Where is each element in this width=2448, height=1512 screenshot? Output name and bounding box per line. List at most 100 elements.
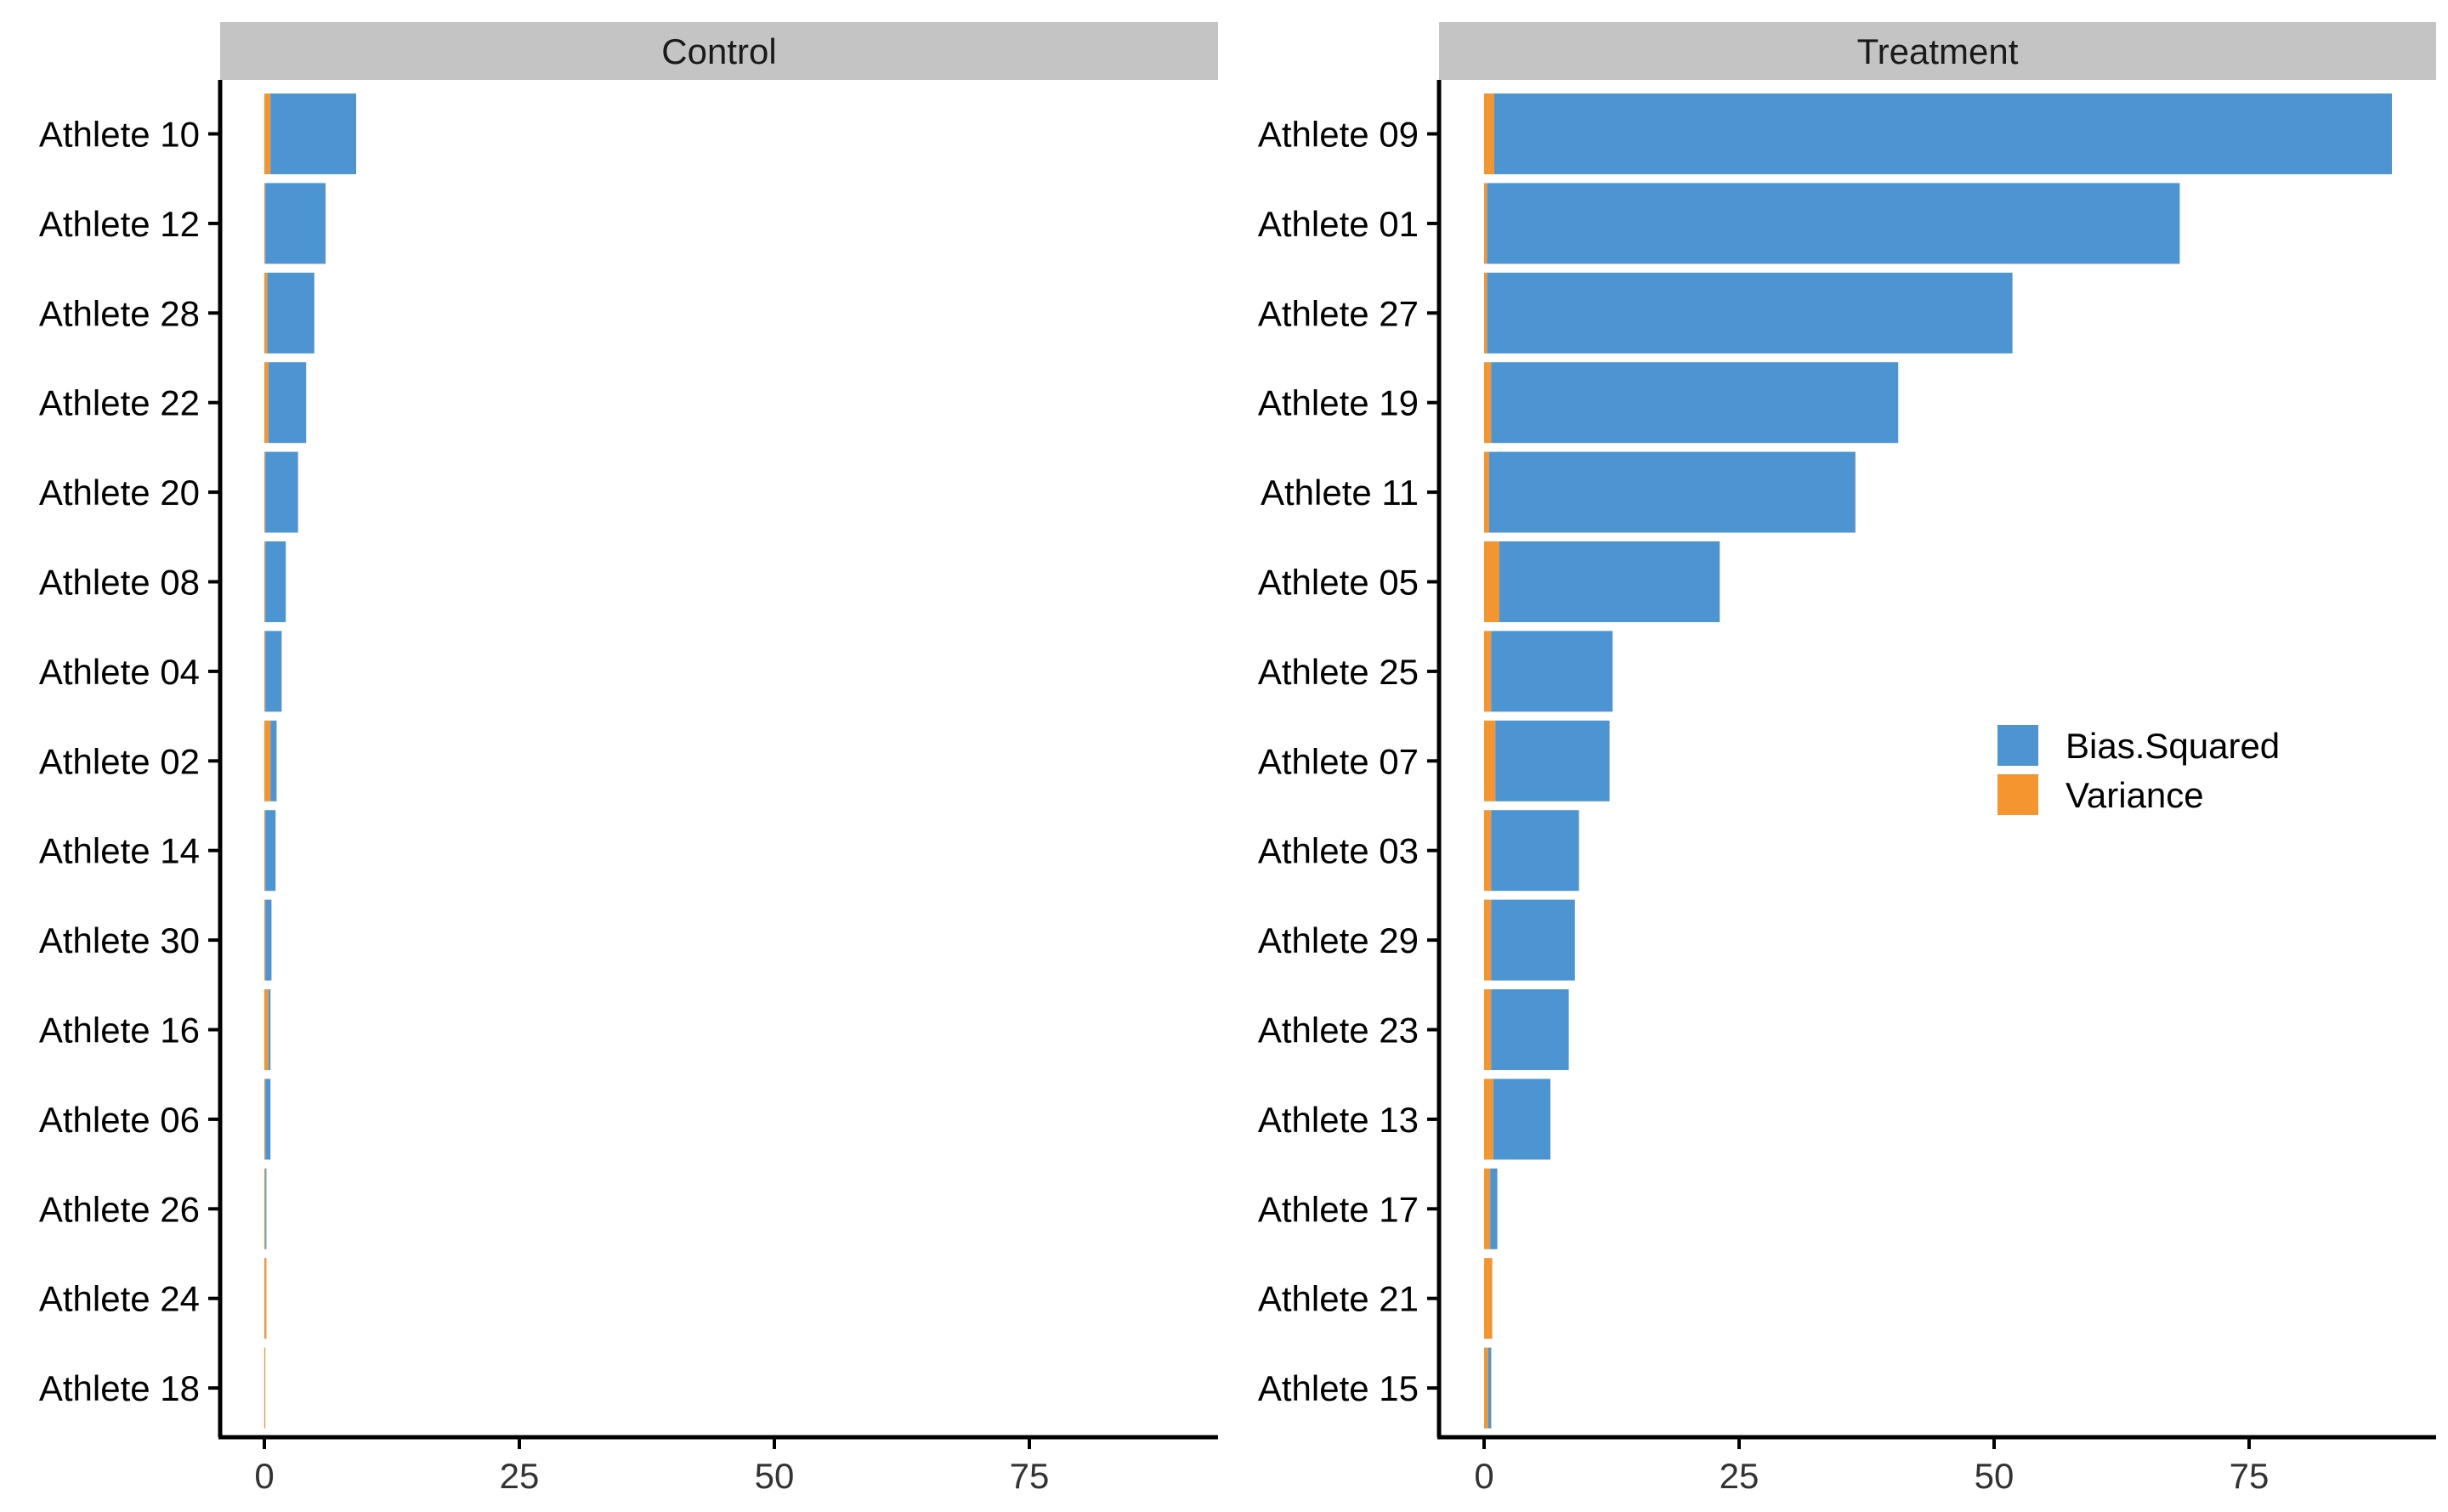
bar-variance xyxy=(1484,1347,1488,1429)
bar-bias-squared xyxy=(265,810,276,892)
y-tick-label: Athlete 06 xyxy=(39,1100,200,1140)
bar-variance xyxy=(264,1258,267,1339)
y-tick-label: Athlete 05 xyxy=(1258,563,1419,603)
x-tick-label: 75 xyxy=(1010,1456,1050,1496)
bar-bias-squared xyxy=(1487,272,2013,354)
panel-control: Control Athlete 10 Athlete 12 Athlete 28 Ath… xyxy=(39,22,1218,1496)
y-tick-label: Athlete 19 xyxy=(1258,383,1419,423)
bar-variance xyxy=(264,93,271,174)
bar-bias-squared xyxy=(1489,451,1856,533)
bar-variance xyxy=(264,541,266,622)
bar-bias-squared xyxy=(1491,810,1579,892)
bar-variance xyxy=(264,1347,266,1429)
bar-bias-squared xyxy=(1491,362,1899,444)
y-tick-label: Athlete 22 xyxy=(39,383,200,423)
panel-strip xyxy=(1439,22,2436,80)
bar-bias-squared xyxy=(265,1168,267,1249)
bar-variance xyxy=(1484,631,1492,712)
panel-strip xyxy=(220,22,1218,80)
x-tick-label: 50 xyxy=(1975,1456,2014,1496)
y-tick-label: Athlete 24 xyxy=(39,1279,200,1319)
bar-variance xyxy=(1484,1258,1493,1339)
bar-bias-squared xyxy=(265,899,272,981)
y-tick-label: Athlete 21 xyxy=(1258,1279,1419,1319)
y-tick-label: Athlete 16 xyxy=(39,1011,200,1050)
y-tick-label: Athlete 13 xyxy=(1258,1100,1419,1140)
x-tick-label: 0 xyxy=(1474,1456,1493,1496)
y-tick-label: Athlete 11 xyxy=(1261,473,1419,512)
y-tick-label: Athlete 10 xyxy=(39,115,200,155)
bar-variance xyxy=(1484,1079,1493,1160)
y-tick-label: Athlete 09 xyxy=(1258,115,1419,155)
bar-variance xyxy=(1484,1168,1491,1249)
legend-swatch-variance xyxy=(1998,774,2038,815)
bar-variance xyxy=(1484,183,1488,264)
bar-bias-squared xyxy=(268,989,271,1070)
bar-bias-squared xyxy=(1495,720,1610,801)
bar-bias-squared xyxy=(1499,541,1720,622)
bar-variance xyxy=(264,720,271,801)
panel-treatment: Treatment Athlete 09 Athlete 01 Athlete 27 A… xyxy=(1258,22,2436,1496)
y-tick-label: Athlete 25 xyxy=(1258,652,1419,692)
bar-bias-squared xyxy=(1491,899,1575,981)
y-tick-label: Athlete 14 xyxy=(39,831,200,871)
y-tick-label: Athlete 26 xyxy=(39,1189,200,1229)
legend-swatch-bias-squared xyxy=(1998,725,2038,766)
legend: Bias.Squared Variance xyxy=(1998,725,2280,815)
y-tick-label: Athlete 03 xyxy=(1258,831,1419,871)
bar-bias-squared xyxy=(268,362,307,444)
bar-bias-squared xyxy=(267,272,314,354)
bar-variance xyxy=(264,899,266,981)
y-tick-label: Athlete 18 xyxy=(39,1368,200,1408)
bar-variance xyxy=(1484,272,1488,354)
x-tick-label: 0 xyxy=(254,1456,274,1496)
bar-variance xyxy=(1484,989,1492,1070)
bar-bias-squared xyxy=(1491,989,1569,1070)
bar-variance xyxy=(1484,810,1492,892)
bar-bias-squared xyxy=(1490,1168,1498,1249)
bar-variance xyxy=(1484,720,1496,801)
panel-title: Treatment xyxy=(1857,31,2019,71)
y-tick-label: Athlete 30 xyxy=(39,920,200,960)
y-tick-label: Athlete 15 xyxy=(1258,1368,1419,1408)
bar-bias-squared xyxy=(265,541,286,622)
bar-bias-squared xyxy=(1491,631,1613,712)
bar-bias-squared xyxy=(270,93,356,174)
y-tick-label: Athlete 02 xyxy=(39,741,200,781)
bar-variance xyxy=(264,1079,266,1160)
y-tick-label: Athlete 29 xyxy=(1258,920,1419,960)
y-tick-label: Athlete 04 xyxy=(39,652,200,692)
bar-bias-squared xyxy=(270,720,277,801)
x-tick-label: 75 xyxy=(2230,1456,2270,1496)
x-tick-label: 50 xyxy=(755,1456,795,1496)
bar-variance xyxy=(264,272,268,354)
bar-variance xyxy=(264,451,266,533)
legend-label: Variance xyxy=(2066,775,2204,815)
y-tick-label: Athlete 20 xyxy=(39,473,200,512)
bar-variance xyxy=(264,810,266,892)
bar-variance xyxy=(264,631,266,712)
bar-bias-squared xyxy=(1487,183,2180,264)
y-tick-label: Athlete 08 xyxy=(39,563,200,603)
bar-bias-squared xyxy=(1493,1079,1550,1160)
bar-variance xyxy=(1484,451,1489,533)
y-tick-label: Athlete 01 xyxy=(1258,204,1419,244)
legend-label: Bias.Squared xyxy=(2066,726,2280,766)
y-tick-label: Athlete 28 xyxy=(39,293,200,333)
bar-variance xyxy=(1484,899,1492,981)
bar-variance xyxy=(264,183,266,264)
panel-title: Control xyxy=(661,31,776,71)
x-tick-label: 25 xyxy=(1720,1456,1760,1496)
bar-variance xyxy=(264,1168,266,1249)
bar-variance xyxy=(1484,362,1492,444)
y-tick-label: Athlete 23 xyxy=(1258,1011,1419,1050)
x-tick-label: 25 xyxy=(500,1456,540,1496)
bar-bias-squared xyxy=(265,1079,271,1160)
bar-bias-squared xyxy=(265,183,326,264)
y-tick-label: Athlete 17 xyxy=(1258,1189,1419,1229)
bar-bias-squared xyxy=(265,451,298,533)
y-tick-label: Athlete 27 xyxy=(1258,293,1419,333)
bar-variance xyxy=(264,989,269,1070)
y-tick-label: Athlete 12 xyxy=(39,204,200,244)
